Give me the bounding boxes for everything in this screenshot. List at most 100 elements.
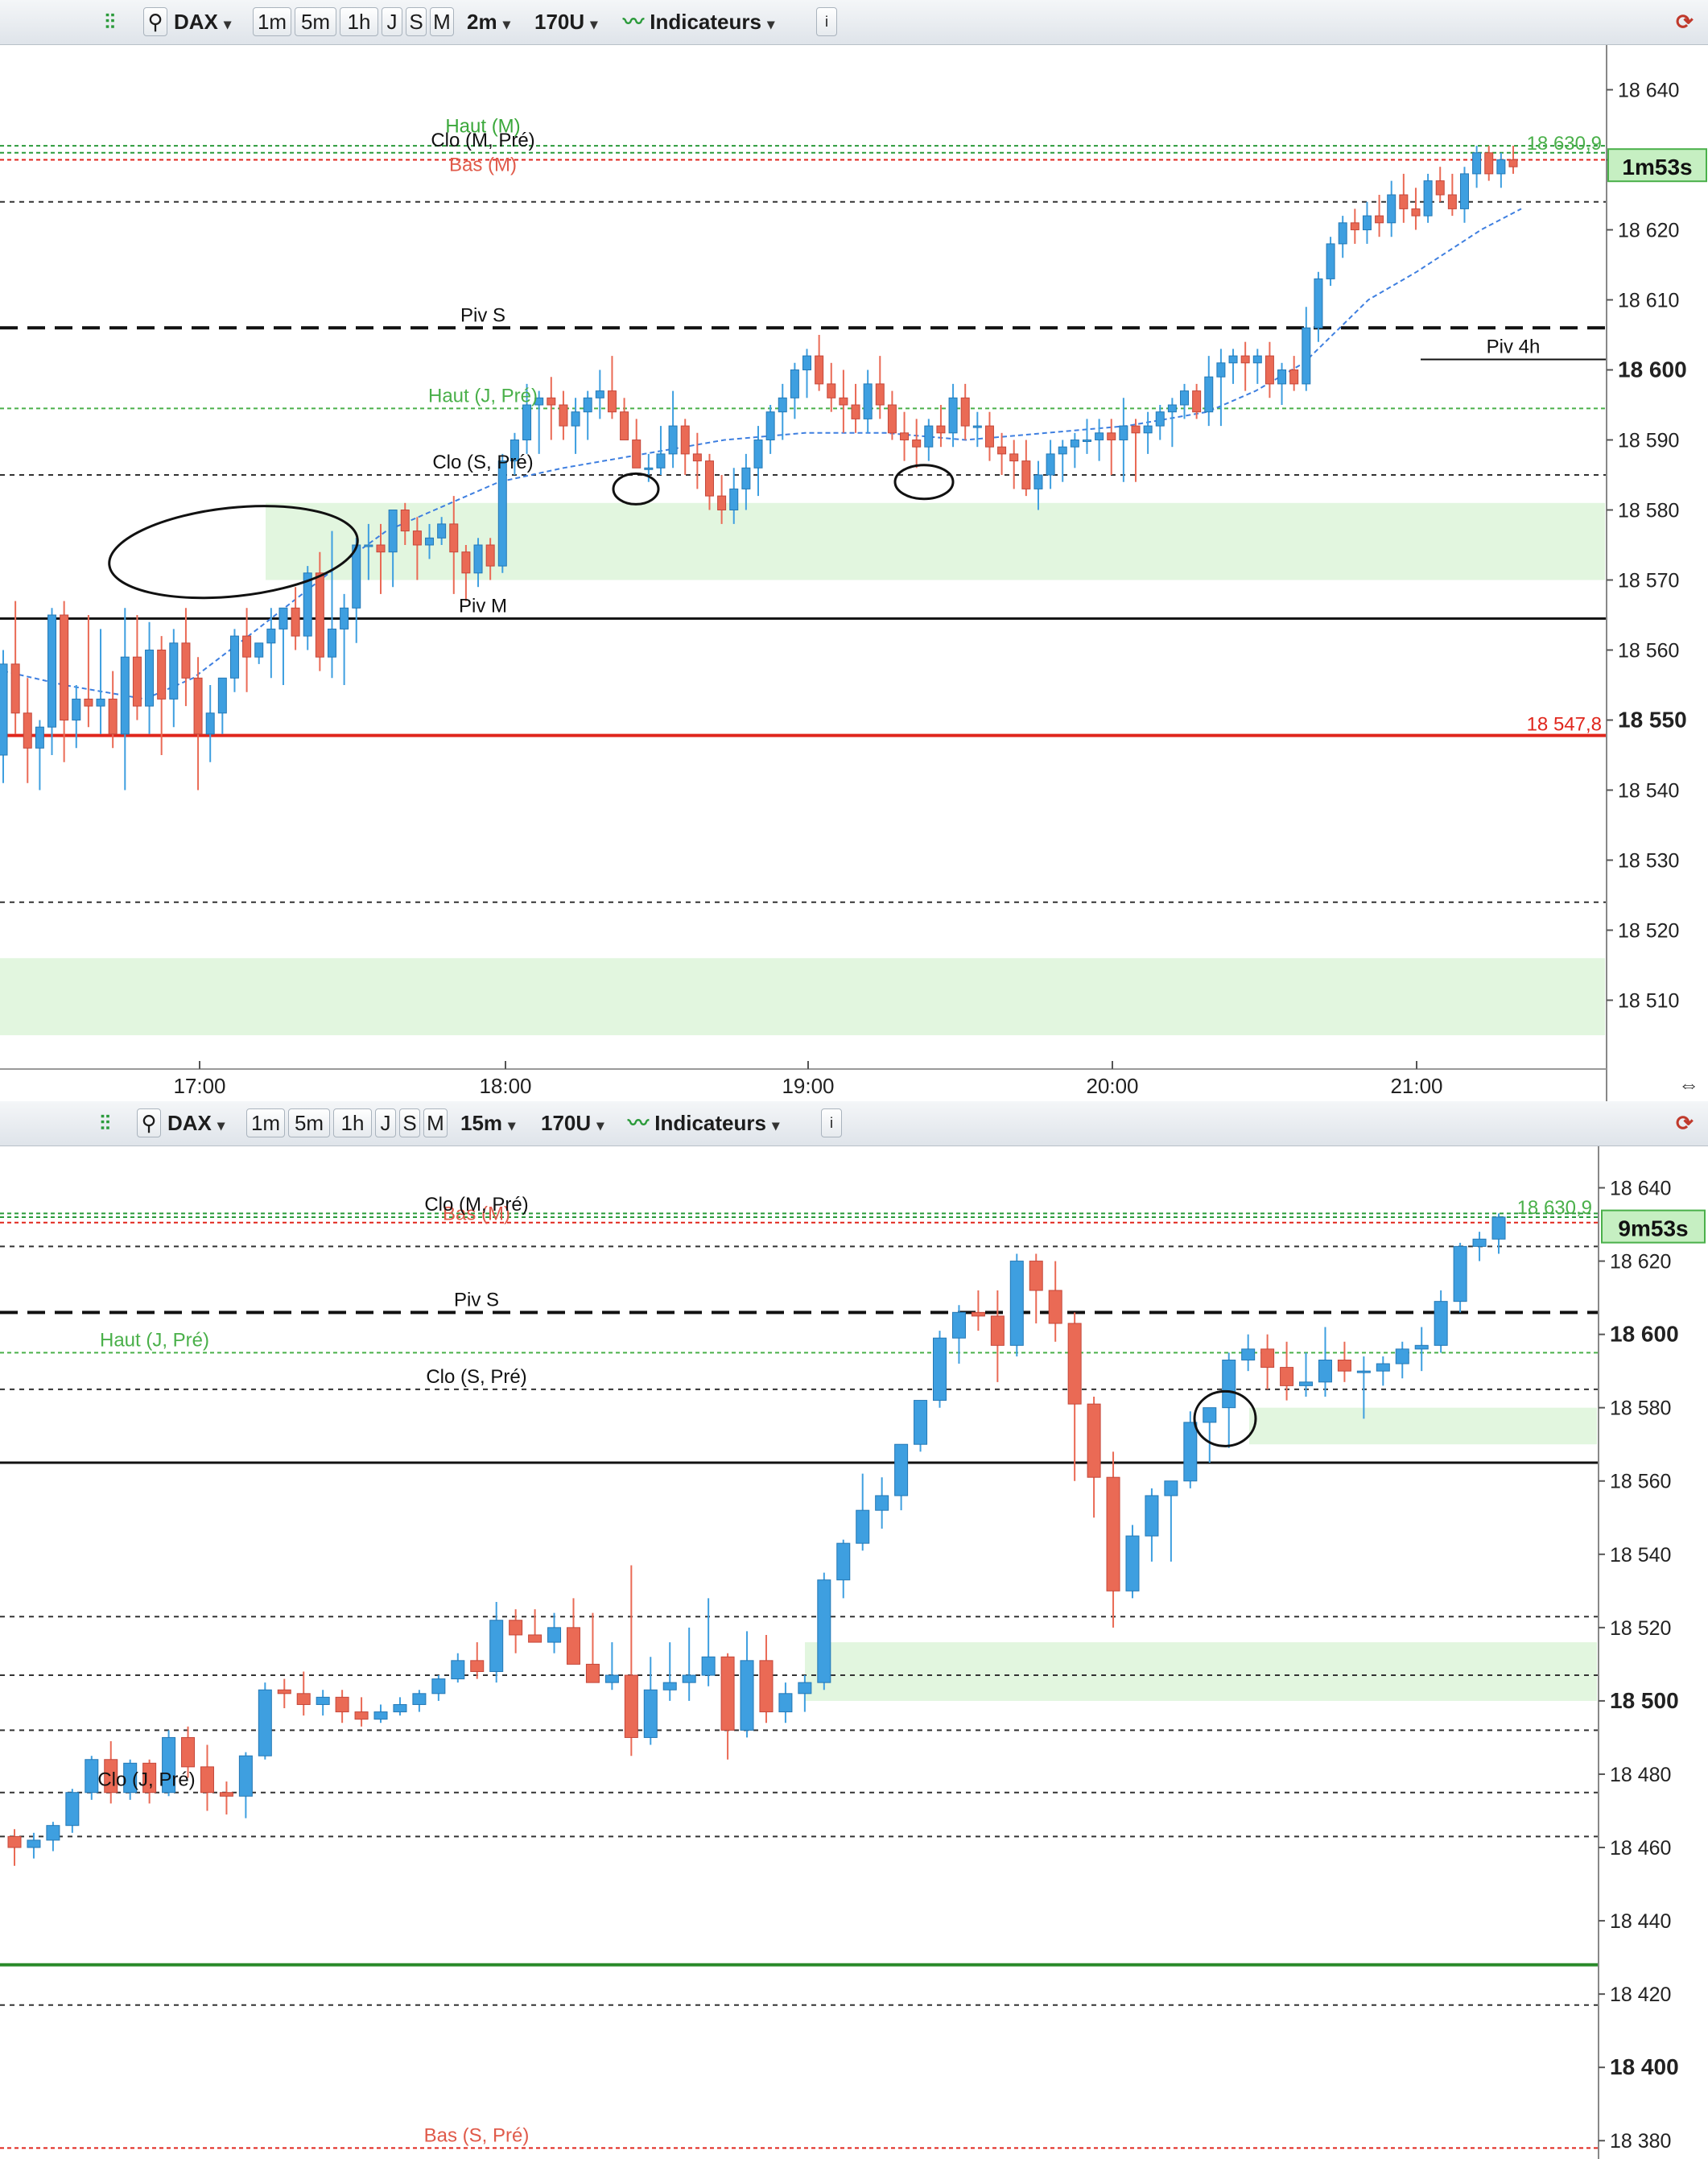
candle-body [181, 1736, 196, 1768]
interval-j-button[interactable]: J [382, 7, 402, 36]
top-chart-panel: ⫶⫶ ⚲ DAX ▾ 1m 5m 1h J S M 2m ▾ 170U ▾ 〰 … [0, 0, 1708, 1101]
candle-body [1167, 404, 1177, 413]
x-tick-label: 21:00 [1390, 1074, 1442, 1098]
candle-body [912, 440, 922, 448]
units-label: 170U [534, 10, 585, 34]
candle-body [1240, 355, 1250, 364]
candle-body [778, 397, 787, 413]
candle-body [990, 1315, 1005, 1346]
y-tick-label: 18 540 [1610, 1544, 1671, 1567]
interval-s-button[interactable]: S [406, 7, 427, 36]
candle-body [1046, 453, 1055, 476]
interval-1h-button[interactable]: 1h [333, 1108, 372, 1137]
interval-j-button[interactable]: J [375, 1108, 396, 1137]
candle-body [509, 1620, 523, 1636]
candle-body [65, 1792, 80, 1827]
y-tick-label: 18 500 [1610, 1688, 1679, 1713]
interval-5m-button[interactable]: 5m [288, 1108, 330, 1137]
candle-body [437, 523, 447, 539]
link-icon[interactable]: ⚲ [137, 1108, 161, 1137]
interval-m-button[interactable]: M [430, 7, 454, 36]
candle-body [388, 510, 398, 553]
candle-body [914, 1400, 928, 1445]
candles-icon[interactable]: ⫶⫶ [100, 1111, 110, 1135]
y-tick-label: 18 600 [1610, 1322, 1679, 1347]
candle-body [157, 650, 167, 700]
y-tick-label: 18 640 [1618, 80, 1679, 102]
candle-body [393, 1703, 407, 1713]
candle-body [0, 663, 8, 756]
candle-body [1435, 180, 1445, 196]
interval-m-button[interactable]: M [423, 1108, 448, 1137]
candle-body [451, 1660, 465, 1680]
units-select[interactable]: 170U ▾ [534, 7, 597, 36]
level-label: Bas (S, Pré) [424, 2124, 530, 2146]
candle-body [1070, 440, 1079, 448]
interval-1m-button[interactable]: 1m [246, 1108, 285, 1137]
candle-body [1289, 369, 1299, 385]
info-icon[interactable]: i [821, 1108, 842, 1137]
y-tick-label: 18 640 [1610, 1178, 1671, 1200]
indicators-select[interactable]: 〰 Indicateurs ▾ [623, 7, 774, 36]
interval-1h-button[interactable]: 1h [340, 7, 378, 36]
indicators-select[interactable]: 〰 Indicateurs ▾ [628, 1108, 779, 1137]
x-tick-label: 20:00 [1086, 1074, 1138, 1098]
candle-body [461, 551, 471, 574]
candle-body [412, 1693, 427, 1705]
link-icon[interactable]: ⚲ [143, 7, 167, 36]
units-select[interactable]: 170U ▾ [541, 1108, 604, 1137]
candle-body [1453, 1245, 1467, 1302]
refresh-icon[interactable]: ⟳ [1676, 10, 1694, 34]
interval-1m-button[interactable]: 1m [253, 7, 291, 36]
symbol-label: DAX [174, 10, 218, 34]
candle-body [1106, 1476, 1120, 1591]
indicators-icon: 〰 [628, 1111, 650, 1135]
y-tick-label: 18 550 [1618, 708, 1687, 733]
candle-body [668, 425, 678, 455]
price-tag-label: 18 547,8 [1527, 714, 1602, 736]
interval-select[interactable]: 2m ▾ [467, 7, 510, 36]
candle-body [1029, 1261, 1043, 1291]
candle-body [1338, 222, 1347, 245]
candle-body [1095, 432, 1104, 440]
refresh-icon[interactable]: ⟳ [1676, 1111, 1694, 1135]
candle-body [296, 1693, 311, 1705]
interval-5m-button[interactable]: 5m [295, 7, 336, 36]
level-label: Bas (M) [443, 1203, 510, 1224]
interval-label: 2m [467, 10, 497, 34]
candle-body [632, 440, 642, 469]
interval-s-button[interactable]: S [399, 1108, 420, 1137]
symbol-select[interactable]: DAX ▾ [174, 7, 231, 36]
candle-body [96, 698, 105, 707]
y-tick-label: 18 380 [1610, 2130, 1671, 2153]
candle-body [1033, 474, 1043, 489]
candle-body [997, 446, 1007, 455]
candle-body [104, 1759, 118, 1794]
candle-body [522, 404, 532, 440]
candle-body [291, 607, 300, 637]
chevron-down-icon: ▾ [772, 1117, 780, 1133]
candle-body [802, 355, 812, 371]
candle-body [971, 1311, 985, 1317]
candle-body [47, 614, 57, 728]
info-icon[interactable]: i [816, 7, 837, 36]
symbol-select[interactable]: DAX ▾ [167, 1108, 225, 1137]
candle-body [1472, 1238, 1487, 1247]
y-tick-label: 18 480 [1610, 1764, 1671, 1786]
candle-body [856, 1509, 870, 1544]
candle-body [1496, 159, 1506, 175]
timer-label: 9m53s [1618, 1216, 1688, 1241]
candle-body [277, 1689, 291, 1695]
candle-body [595, 390, 604, 398]
interval-select[interactable]: 15m ▾ [460, 1108, 515, 1137]
candle-body [680, 425, 690, 455]
chevron-down-icon: ▾ [767, 16, 775, 32]
last-price-label: 18 630,9 [1517, 1197, 1592, 1219]
candle-body [1021, 460, 1031, 489]
candle-body [1264, 355, 1274, 385]
candle-body [1145, 1495, 1159, 1537]
level-label: Clo (M, Pré) [424, 1194, 528, 1216]
timer-badge [1607, 148, 1707, 183]
y-tick-label: 18 610 [1618, 290, 1679, 312]
candles-icon[interactable]: ⫶⫶ [105, 10, 115, 34]
